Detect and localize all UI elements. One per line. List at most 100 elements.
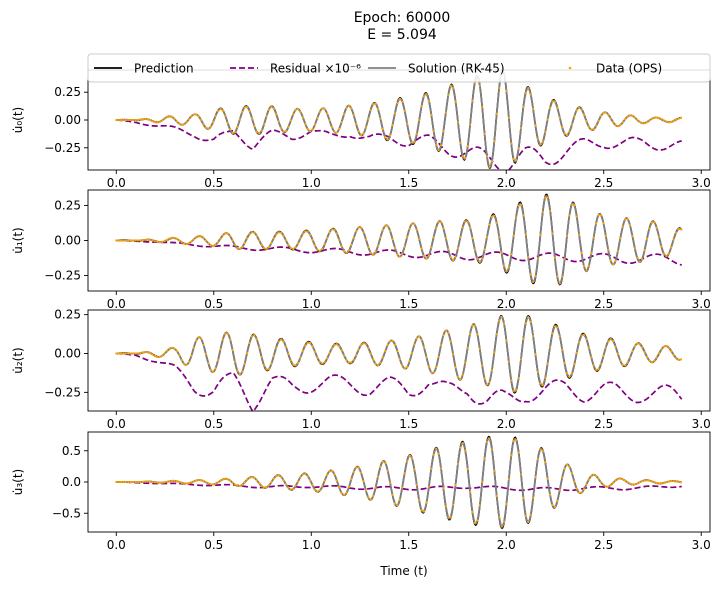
data-point: [675, 480, 678, 483]
data-point: [633, 483, 637, 486]
data-point: [180, 359, 183, 362]
data-point: [212, 120, 215, 123]
data-point: [267, 367, 270, 370]
data-point: [238, 484, 241, 488]
data-point: [386, 469, 389, 472]
data-point: [384, 136, 387, 139]
data-point: [306, 475, 309, 478]
data-point: [675, 231, 678, 234]
data-point: [168, 115, 171, 118]
data-point: [376, 475, 380, 478]
data-point: [362, 342, 365, 345]
data-point: [483, 132, 486, 135]
data-point: [277, 474, 280, 477]
residual-line: [116, 481, 682, 492]
data-point: [284, 345, 287, 348]
data-point: [406, 122, 409, 125]
data-point: [464, 361, 467, 364]
data-point: [326, 112, 329, 115]
data-point: [144, 238, 147, 241]
data-point: [592, 364, 595, 367]
data-point: [413, 468, 416, 471]
data-point: [403, 472, 406, 475]
data-point: [190, 115, 193, 118]
data-point: [374, 251, 377, 254]
data-point: [631, 114, 634, 117]
data-point: [153, 240, 157, 243]
x-tick-label: 0.0: [107, 417, 126, 431]
data-point: [505, 89, 508, 93]
data-point: [384, 461, 387, 465]
data-point: [219, 479, 222, 482]
data-point: [260, 129, 263, 132]
data-point: [129, 352, 132, 355]
data-point: [393, 343, 397, 346]
data-point: [556, 326, 559, 329]
data-point: [570, 123, 574, 126]
data-point: [347, 249, 350, 252]
data-point: [675, 357, 678, 360]
legend: Prediction Residual ×10⁻⁶ Solution (RK-45)…: [87, 53, 711, 83]
data-point: [280, 338, 283, 341]
data-point: [318, 110, 321, 113]
data-point: [641, 257, 644, 260]
data-point: [444, 237, 447, 240]
data-point: [578, 341, 581, 344]
data-point: [146, 238, 149, 241]
data-point: [248, 476, 251, 479]
data-point: [597, 119, 600, 122]
data-point: [527, 87, 530, 90]
data-point: [602, 111, 605, 115]
data-point: [301, 350, 304, 353]
data-point: [561, 275, 564, 278]
data-point: [454, 255, 457, 258]
data-point: [638, 481, 641, 484]
data-point: [500, 251, 503, 254]
data-point: [522, 337, 525, 340]
data-point: [490, 448, 493, 451]
data-point: [347, 361, 350, 364]
y-axis-label: u̇₀(t): [11, 107, 25, 133]
data-point: [607, 248, 610, 251]
data-point: [667, 121, 670, 124]
data-point: [389, 340, 392, 343]
data-point: [236, 125, 239, 128]
data-point: [418, 335, 421, 338]
data-point: [258, 239, 261, 242]
data-point: [461, 373, 464, 376]
data-point: [398, 357, 401, 361]
legend-label-3: Data (OPS): [596, 62, 662, 76]
data-point: [282, 479, 285, 482]
data-point: [122, 480, 125, 484]
data-point: [614, 259, 617, 262]
data-point: [638, 343, 641, 346]
data-point: [260, 485, 263, 488]
data-point: [214, 114, 217, 118]
data-point: [338, 486, 341, 489]
data-point: [272, 107, 275, 110]
data-point: [175, 237, 178, 240]
data-point: [379, 465, 382, 469]
data-point: [418, 499, 421, 502]
residual-line: [116, 119, 682, 170]
data-point: [476, 257, 479, 260]
data-point: [658, 482, 661, 485]
data-point: [653, 359, 656, 362]
data-point: [282, 340, 285, 343]
x-tick-label: 1.0: [302, 538, 321, 552]
data-point: [561, 348, 564, 351]
data-point: [161, 354, 164, 357]
data-point: [265, 115, 268, 118]
data-point: [318, 489, 321, 492]
data-point: [483, 248, 486, 251]
data-point: [403, 367, 406, 370]
axes-frame: [87, 69, 711, 171]
data-point: [117, 239, 120, 242]
data-point: [139, 480, 142, 484]
data-point: [519, 358, 523, 361]
data-point: [534, 475, 537, 478]
data-point: [485, 155, 489, 158]
data-point: [439, 467, 443, 470]
data-point: [626, 361, 629, 364]
data-point: [621, 478, 624, 481]
